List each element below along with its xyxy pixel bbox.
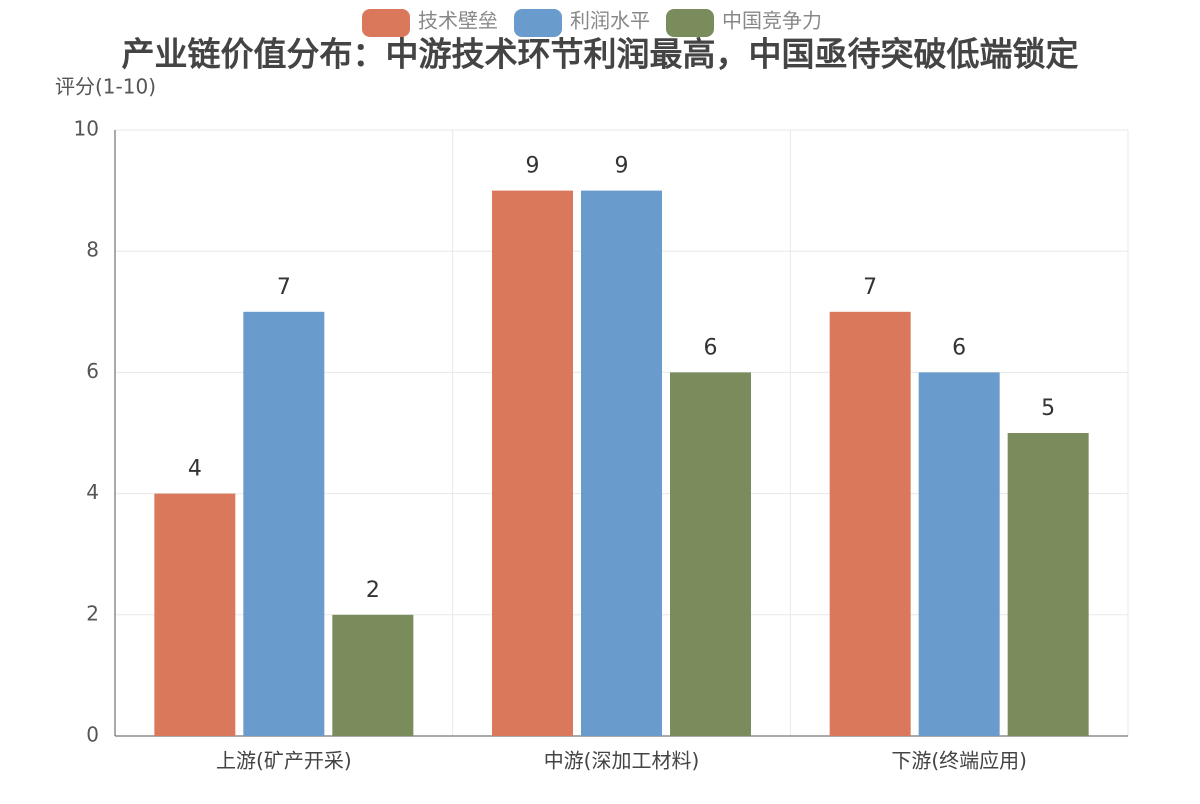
legend-label[interactable]: 技术壁垒 bbox=[418, 9, 498, 33]
legend-swatch[interactable] bbox=[362, 9, 410, 37]
y-tick-label: 2 bbox=[86, 601, 99, 625]
legend-swatch[interactable] bbox=[514, 9, 562, 37]
y-tick-label: 10 bbox=[74, 117, 99, 141]
bar[interactable] bbox=[581, 190, 662, 737]
y-tick-label: 8 bbox=[86, 238, 99, 262]
bar[interactable] bbox=[918, 372, 1000, 736]
y-tick-label: 6 bbox=[86, 359, 99, 383]
legend-label[interactable]: 中国竞争力 bbox=[722, 9, 822, 33]
y-tick-label: 0 bbox=[86, 723, 99, 747]
bar[interactable] bbox=[332, 614, 414, 736]
legend-label[interactable]: 利润水平 bbox=[570, 9, 650, 33]
value-label: 9 bbox=[615, 154, 629, 179]
bar[interactable] bbox=[243, 311, 325, 736]
y-tick-label: 4 bbox=[86, 480, 99, 504]
value-label: 5 bbox=[1041, 396, 1055, 421]
value-label: 6 bbox=[952, 335, 966, 360]
value-label: 7 bbox=[863, 275, 877, 300]
value-label: 9 bbox=[526, 154, 540, 179]
value-label: 4 bbox=[188, 457, 202, 482]
bar[interactable] bbox=[492, 190, 573, 737]
y-axis-label: 评分(1-10) bbox=[55, 75, 156, 99]
chart-title: 产业链价值分布：中游技术环节利润最高，中国亟待突破低端锁定 bbox=[122, 35, 1079, 74]
x-tick-label: 上游(矿产开采) bbox=[216, 749, 352, 773]
x-tick-label: 下游(终端应用) bbox=[891, 749, 1027, 773]
value-label: 6 bbox=[704, 335, 718, 360]
legend-swatch[interactable] bbox=[666, 9, 714, 37]
value-label: 7 bbox=[277, 275, 291, 300]
bar[interactable] bbox=[829, 311, 911, 736]
value-label: 2 bbox=[366, 578, 380, 603]
bar[interactable] bbox=[670, 372, 751, 736]
bar[interactable] bbox=[1007, 433, 1089, 736]
x-tick-label: 中游(深加工材料) bbox=[544, 749, 700, 773]
bar[interactable] bbox=[154, 493, 236, 736]
